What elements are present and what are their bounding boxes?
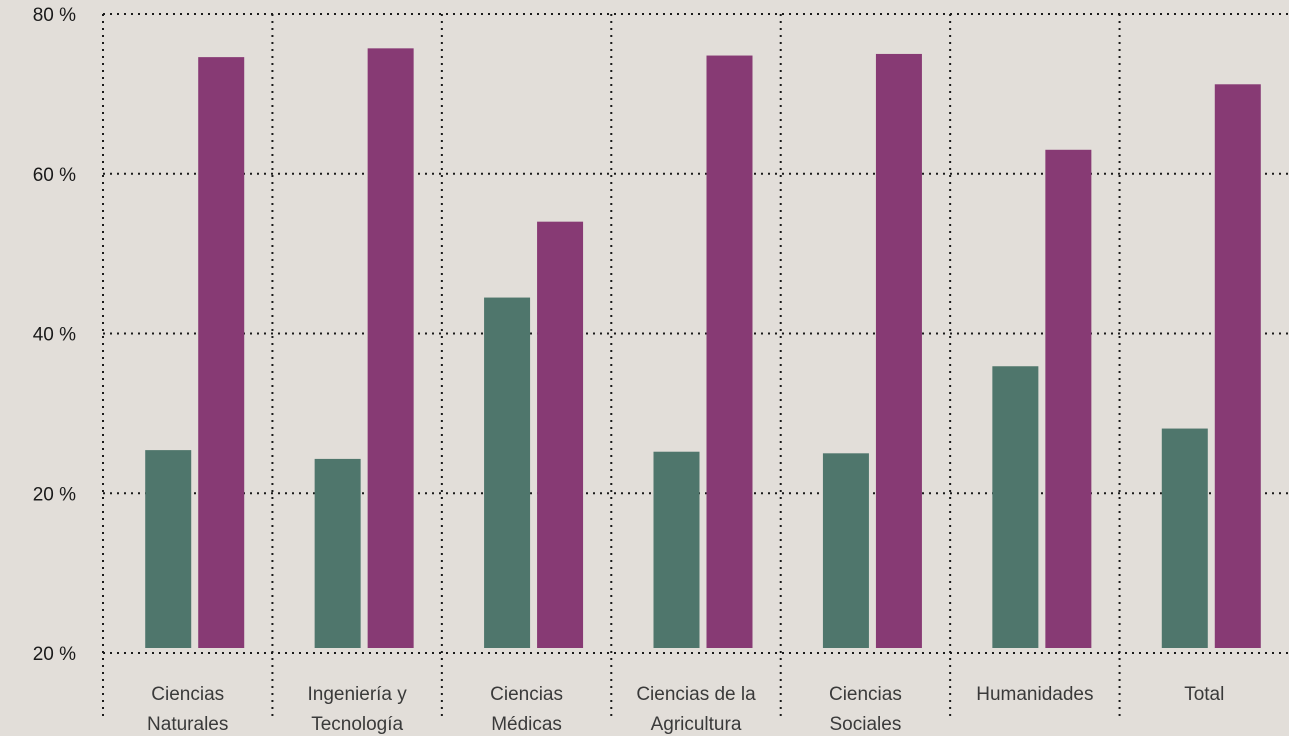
bar (1214, 84, 1261, 649)
bar (537, 221, 584, 649)
x-tick-label: Humanidades (976, 684, 1093, 705)
bar (314, 458, 361, 648)
bar (706, 55, 753, 649)
bar (484, 297, 531, 648)
x-axis-tick-labels: Ciencias Naturales Ingeniería y Tecnología C… (147, 684, 1224, 735)
x-tick-label: Tecnología (311, 714, 403, 735)
x-tick-label: Ciencias (490, 684, 563, 705)
bar (822, 453, 869, 648)
y-tick-label: 20 % (33, 484, 76, 505)
bar (1045, 149, 1092, 648)
y-tick-label: 20 % (33, 644, 76, 665)
bar (198, 57, 245, 648)
y-tick-label: 60 % (33, 165, 76, 186)
bar (875, 53, 922, 648)
bars (145, 48, 1261, 649)
x-tick-label: Ciencias de la (636, 684, 756, 705)
x-tick-label: Ciencias (151, 684, 224, 705)
bar (145, 450, 192, 648)
x-tick-label: Naturales (147, 714, 228, 735)
y-tick-label: 40 % (33, 325, 76, 346)
bar (367, 48, 414, 648)
bar (992, 366, 1039, 648)
x-tick-label: Sociales (830, 714, 902, 735)
y-tick-label: 80 % (33, 5, 76, 26)
bar (1161, 428, 1208, 648)
bar (653, 451, 700, 648)
x-tick-label: Médicas (491, 714, 562, 735)
x-tick-label: Agricultura (651, 714, 742, 735)
y-axis-tick-labels: 20 % 20 % 40 % 60 % 80 % (33, 5, 76, 665)
x-tick-label: Ciencias (829, 684, 902, 705)
x-tick-label: Ingeniería y (307, 684, 407, 705)
x-tick-label: Total (1184, 684, 1224, 705)
